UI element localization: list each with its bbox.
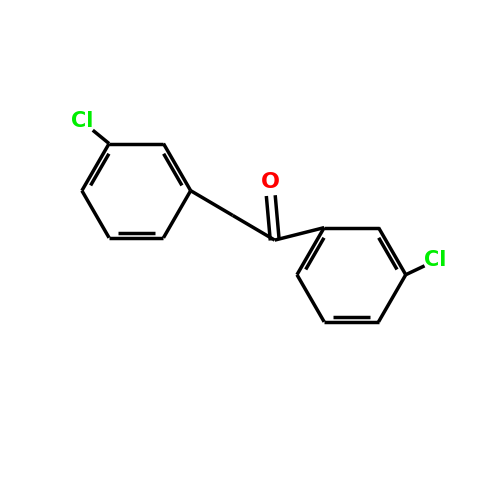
Text: O: O xyxy=(262,172,280,192)
Text: Cl: Cl xyxy=(424,250,446,270)
Text: Cl: Cl xyxy=(70,112,93,132)
